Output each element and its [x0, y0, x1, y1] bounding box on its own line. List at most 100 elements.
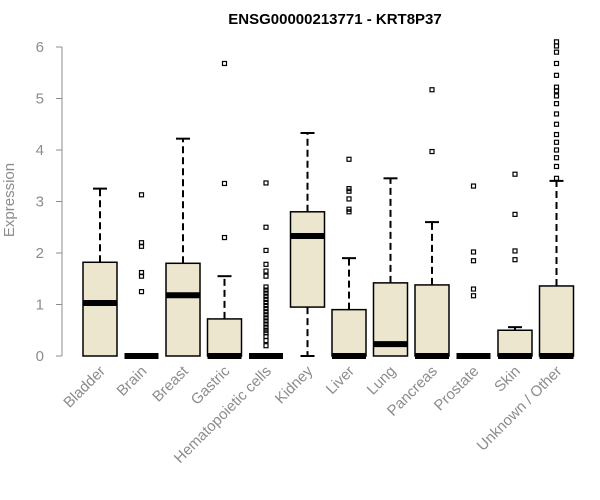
outlier-point	[346, 206, 352, 212]
boxes-layer	[82, 39, 575, 359]
box-group	[497, 171, 533, 359]
y-tick-label: 6	[36, 39, 44, 56]
box-group	[165, 137, 201, 357]
outlier-point	[346, 186, 352, 192]
outlier-point	[553, 43, 560, 49]
outlier-point	[221, 234, 228, 241]
outlier-point	[346, 196, 352, 202]
box-body	[538, 285, 575, 357]
outlier-point	[553, 121, 560, 127]
outlier-point	[263, 293, 269, 299]
outlier-point	[553, 72, 560, 78]
chart-title: ENSG00000213771 - KRT8P37	[228, 11, 441, 28]
outlier-point	[221, 60, 228, 67]
outlier-point	[263, 273, 269, 279]
box-group	[289, 132, 326, 357]
outlier-point	[263, 318, 269, 324]
outlier-point	[553, 155, 560, 161]
box-group	[206, 60, 243, 359]
outlier-point	[263, 299, 269, 306]
outlier-point	[263, 287, 269, 293]
outlier-point	[263, 284, 269, 290]
box-body	[497, 329, 533, 357]
x-tick-label: Skin	[491, 363, 524, 396]
y-tick-label: 2	[36, 245, 44, 262]
outlier-point	[553, 39, 560, 45]
y-tick-label: 1	[36, 297, 44, 314]
outlier-point	[512, 248, 518, 254]
y-axis-title: Expression	[1, 163, 18, 237]
outlier-point	[553, 49, 560, 55]
outlier-point	[553, 101, 560, 107]
box-body	[82, 261, 118, 357]
outlier-point	[553, 111, 560, 117]
outlier-point	[263, 268, 269, 274]
box-group	[456, 183, 491, 359]
outlier-point	[553, 139, 560, 145]
box-body	[165, 262, 201, 357]
outlier-point	[470, 249, 477, 255]
outlier-point	[429, 148, 435, 155]
y-tick-label: 3	[36, 194, 44, 211]
box-body	[414, 284, 450, 357]
box-group	[372, 177, 409, 357]
y-tick-label: 4	[36, 142, 44, 159]
outlier-point	[553, 84, 560, 90]
outlier-point	[263, 315, 269, 321]
box-group	[538, 39, 575, 359]
box-body	[206, 318, 243, 357]
outlier-point	[470, 258, 477, 264]
outlier-point	[553, 93, 560, 99]
outlier-point	[263, 224, 269, 230]
outlier-point	[263, 306, 269, 312]
box-body	[289, 211, 326, 308]
x-tick-label: Lung	[364, 363, 400, 399]
outlier-point	[553, 175, 560, 181]
outlier-point	[263, 296, 269, 302]
outlier-point	[263, 247, 269, 254]
outlier-point	[263, 290, 269, 296]
outlier-point	[553, 60, 560, 67]
x-tick-label: Prostate	[431, 363, 483, 415]
outlier-point	[512, 257, 518, 263]
outlier-point	[263, 321, 269, 327]
y-axis: 0 1 2 3 4 5 6	[36, 39, 63, 365]
outlier-point	[263, 302, 269, 309]
outlier-point	[138, 289, 145, 295]
outlier-point	[512, 171, 518, 177]
outlier-point	[553, 131, 560, 138]
outlier-point	[263, 343, 269, 349]
box-group	[331, 156, 367, 359]
x-tick-label: Kidney	[272, 362, 317, 407]
outlier-point	[429, 87, 435, 93]
outlier-point	[470, 286, 477, 292]
outlier-point	[263, 337, 269, 344]
outlier-point	[553, 147, 560, 153]
outlier-point	[138, 240, 145, 246]
outlier-point	[263, 180, 269, 186]
outlier-point	[221, 180, 228, 187]
x-tick-label: Bladder	[60, 363, 109, 412]
outlier-point	[138, 269, 145, 276]
outlier-point	[263, 327, 269, 333]
x-tick-label: Brain	[114, 363, 151, 400]
x-tick-label: Breast	[149, 362, 192, 405]
outlier-point	[263, 261, 269, 267]
outlier-point	[263, 324, 269, 330]
outlier-point	[263, 312, 269, 318]
box-group	[82, 187, 118, 357]
outlier-point	[470, 293, 477, 299]
y-tick-label: 5	[36, 91, 44, 108]
outlier-point	[138, 192, 145, 198]
box-body	[331, 308, 367, 357]
outlier-point	[263, 309, 269, 315]
outlier-point	[470, 183, 477, 189]
box-group	[249, 180, 283, 359]
y-tick-label: 0	[36, 348, 44, 365]
box-group	[414, 87, 450, 359]
outlier-point	[512, 211, 518, 217]
outlier-point	[553, 163, 560, 170]
box-group	[124, 192, 159, 359]
